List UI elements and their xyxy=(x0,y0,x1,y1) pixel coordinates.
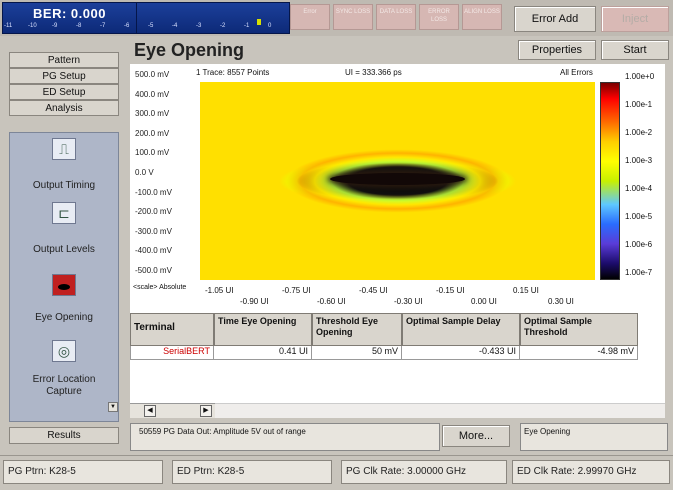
ber-scale-tick: -9 xyxy=(52,23,58,29)
ber-needle-icon xyxy=(257,19,261,25)
message-box: 50559 PG Data Out: Amplitude 5V out of r… xyxy=(130,423,440,451)
status-ed-pattern: ED Ptrn: K28-5 xyxy=(172,460,332,484)
status-ed-clock: ED Clk Rate: 2.99970 GHz xyxy=(512,460,670,484)
ber-value: BER: 0.000 xyxy=(33,6,106,21)
colorbar-label: 1.00e+0 xyxy=(625,72,655,81)
tab-pattern[interactable]: Pattern xyxy=(9,52,119,68)
colorbar-label: 1.00e-2 xyxy=(625,128,653,137)
output-levels-icon: ⊏ xyxy=(52,202,76,224)
scroll-right-icon[interactable]: ▶ xyxy=(200,405,212,417)
ber-scale-tick: -7 xyxy=(100,23,106,29)
trace-info: 1 Trace: 8557 Points xyxy=(196,68,270,77)
y-tick-label: 400.0 mV xyxy=(135,89,170,99)
output-timing-icon: ⎍ xyxy=(52,138,76,160)
eye-opening-icon xyxy=(52,274,76,296)
inject-button[interactable]: Inject xyxy=(601,6,669,32)
context-label: Eye Opening xyxy=(520,423,668,451)
y-tick-label: -500.0 mV xyxy=(135,266,172,275)
x-tick-label: -0.75 UI xyxy=(282,286,311,295)
table-cell-sample-threshold: -4.98 mV xyxy=(520,346,638,360)
colorbar xyxy=(600,82,620,280)
ui-info: UI = 333.366 ps xyxy=(345,68,402,77)
tab-analysis[interactable]: Analysis xyxy=(9,100,119,116)
column-header-time-eye[interactable]: Time Eye Opening xyxy=(214,313,312,346)
tab-ed-setup[interactable]: ED Setup xyxy=(9,84,119,100)
table-cell-sample-delay: -0.433 UI xyxy=(402,346,520,360)
x-tick-label: 0.00 UI xyxy=(471,297,497,306)
colorbar-label: 1.00e-1 xyxy=(625,100,653,109)
ber-scale-tick: -6 xyxy=(124,23,130,29)
x-tick-label: -0.15 UI xyxy=(436,286,465,295)
x-tick-label: 0.30 UI xyxy=(548,297,574,306)
table-cell-threshold-eye: 50 mV xyxy=(312,346,402,360)
nav-scroll-down-icon[interactable]: ▼ xyxy=(108,402,118,412)
ber-scale-tick: -3 xyxy=(196,23,202,29)
scroll-left-icon[interactable]: ◀ xyxy=(144,405,156,417)
y-tick-label: 500.0 mV xyxy=(135,70,170,79)
nav-item-label: Output Timing xyxy=(32,180,96,191)
colorbar-label: 1.00e-5 xyxy=(625,212,653,221)
all-errors-label: All Errors xyxy=(560,68,593,77)
colorbar-label: 1.00e-4 xyxy=(625,184,653,193)
ber-scale-tick: -4 xyxy=(172,23,178,29)
page-title: Eye Opening xyxy=(134,40,245,60)
tab-results[interactable]: Results xyxy=(9,427,119,444)
y-tick-label: 0.0 V xyxy=(135,168,154,177)
ber-scale-tick: -5 xyxy=(148,23,154,29)
x-tick-label: -0.60 UI xyxy=(317,297,346,306)
colorbar-label: 1.00e-6 xyxy=(625,240,653,249)
status-sync-loss-button[interactable]: SYNC LOSS xyxy=(333,4,373,30)
y-tick-label: 200.0 mV xyxy=(135,128,170,138)
status-align-loss-button[interactable]: ALIGN LOSS xyxy=(462,4,502,30)
ber-scale-tick: -8 xyxy=(76,23,82,29)
more-button[interactable]: More... xyxy=(442,425,510,447)
column-header-threshold-eye[interactable]: Threshold Eye Opening xyxy=(312,313,402,346)
status-pg-pattern: PG Ptrn: K28-5 xyxy=(3,460,163,484)
nav-item-label: Output Levels xyxy=(33,244,95,255)
eye-center xyxy=(330,173,465,185)
x-tick-label: -0.30 UI xyxy=(394,297,423,306)
y-tick-label: -400.0 mV xyxy=(135,246,172,256)
nav-item-label: Eye Opening xyxy=(35,312,93,323)
error-add-button[interactable]: Error Add xyxy=(514,6,596,32)
table-left-scrollbar[interactable]: ◀ ▶ xyxy=(130,403,215,418)
x-tick-label: -1.05 UI xyxy=(205,286,234,295)
status-error-button[interactable]: Error xyxy=(290,4,330,30)
column-header-sample-delay[interactable]: Optimal Sample Delay xyxy=(402,313,520,346)
table-cell-terminal[interactable]: SerialBERT xyxy=(130,346,214,360)
y-tick-label: -300.0 mV xyxy=(135,226,172,236)
ber-scale-tick: -2 xyxy=(220,23,226,29)
ber-scale: -11 -10 -9 -8 -7 -6 -5 -4 -3 -2 -1 0 xyxy=(0,20,290,32)
table-right-scrollbar[interactable] xyxy=(215,403,665,418)
colorbar-label: 1.00e-3 xyxy=(625,156,653,165)
x-tick-label: 0.15 UI xyxy=(513,286,539,295)
ber-scale-tick: -10 xyxy=(28,23,37,29)
ber-meter xyxy=(136,2,290,34)
y-tick-label: 300.0 mV xyxy=(135,109,170,119)
properties-button[interactable]: Properties xyxy=(518,40,596,60)
nav-item-label: Error Location Capture xyxy=(32,374,96,397)
column-header-terminal[interactable]: Terminal xyxy=(130,313,214,346)
status-data-loss-button[interactable]: DATA LOSS xyxy=(376,4,416,30)
y-tick-label: -100.0 mV xyxy=(135,187,172,197)
scale-label: <scale> Absolute xyxy=(133,284,187,291)
ber-scale-tick: -11 xyxy=(4,23,13,29)
ber-scale-tick: -1 xyxy=(244,23,250,29)
tab-pg-setup[interactable]: PG Setup xyxy=(9,68,119,84)
x-tick-label: -0.45 UI xyxy=(359,286,388,295)
ber-display: BER: 0.000 xyxy=(2,2,137,34)
status-error-loss-button[interactable]: ERROR LOSS xyxy=(419,4,459,30)
start-button[interactable]: Start xyxy=(601,40,669,60)
column-header-sample-threshold[interactable]: Optimal Sample Threshold xyxy=(520,313,638,346)
x-tick-label: -0.90 UI xyxy=(240,297,269,306)
ber-scale-tick: 0 xyxy=(268,23,272,29)
error-location-icon: ◎ xyxy=(52,340,76,362)
status-pg-clock: PG Clk Rate: 3.00000 GHz xyxy=(341,460,507,484)
table-cell-time-eye: 0.41 UI xyxy=(214,346,312,360)
colorbar-label: 1.00e-7 xyxy=(625,268,653,277)
y-tick-label: 100.0 mV xyxy=(135,148,170,158)
y-tick-label: -200.0 mV xyxy=(135,207,172,217)
